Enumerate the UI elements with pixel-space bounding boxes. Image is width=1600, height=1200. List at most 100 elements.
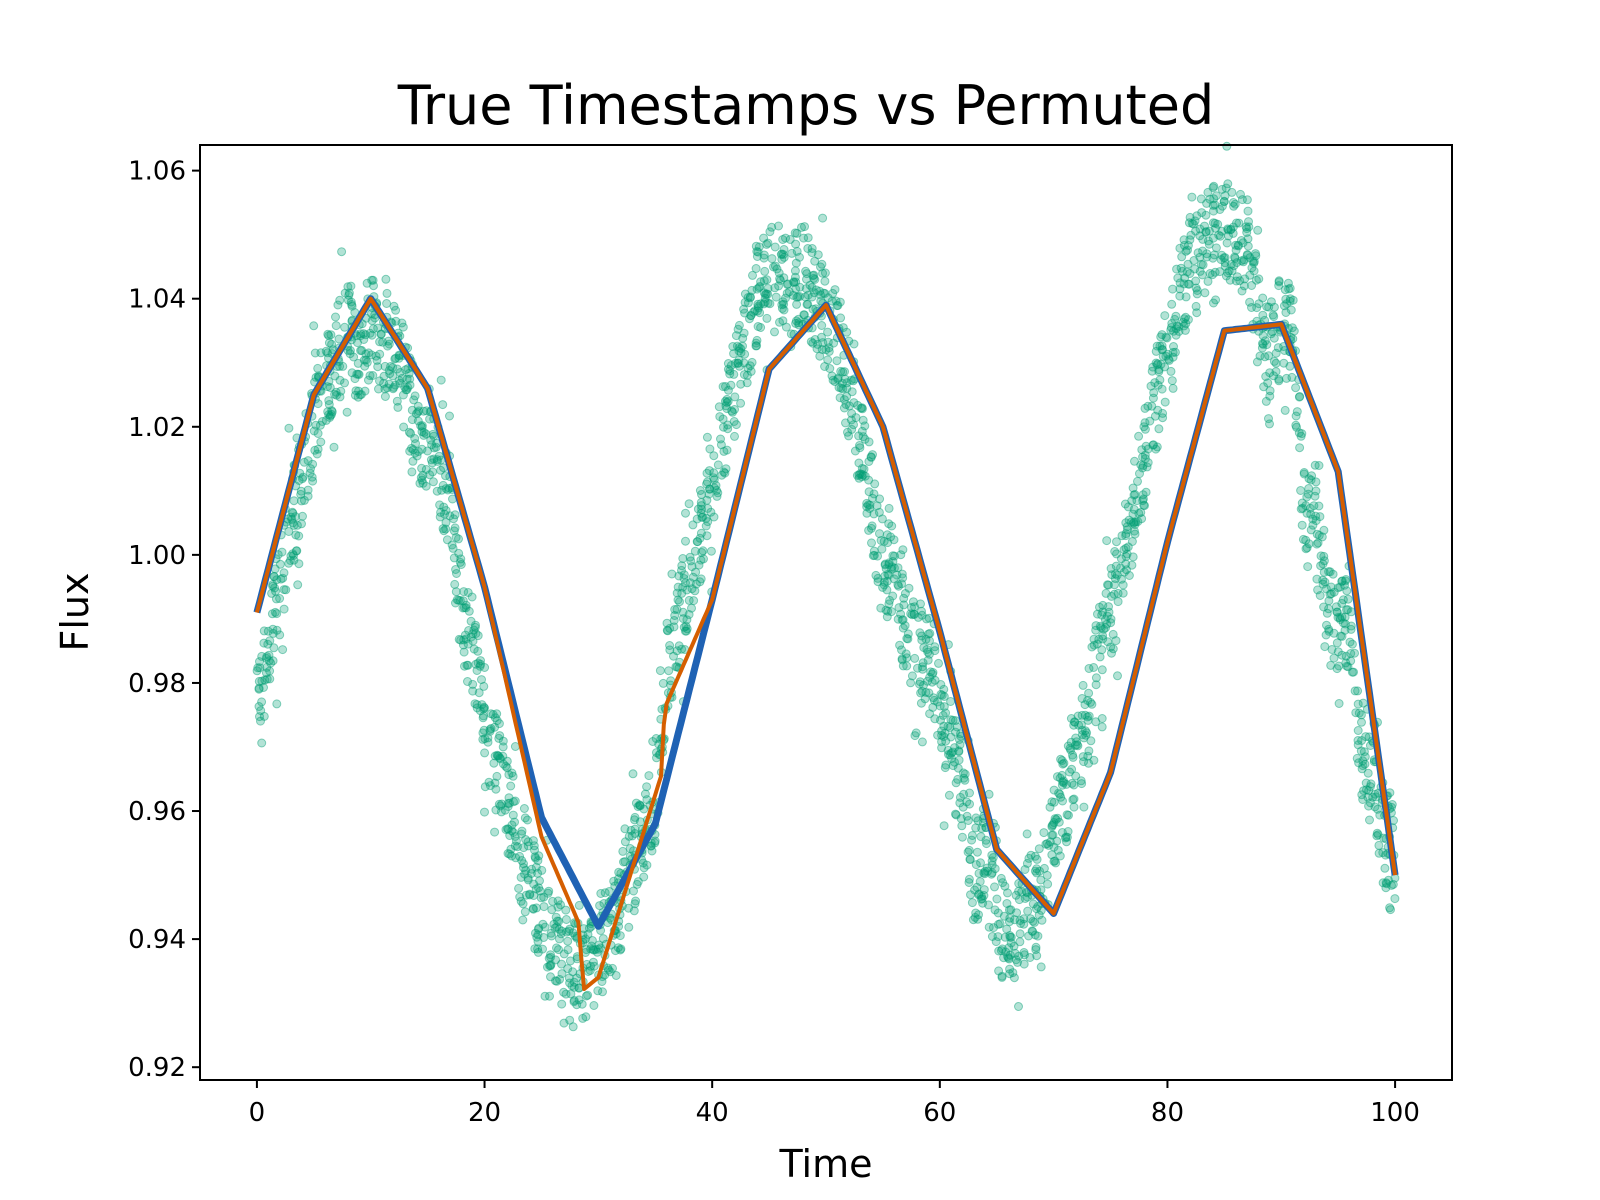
scatter-point [1308, 520, 1318, 530]
scatter-point [1031, 945, 1041, 955]
scatter-point [808, 304, 818, 314]
scatter-point [495, 731, 505, 741]
scatter-point [1319, 602, 1329, 612]
scatter-point [289, 550, 299, 560]
scatter-point [271, 594, 281, 604]
scatter-point [935, 701, 945, 711]
scatter-point [1122, 565, 1131, 575]
scatter-point [1373, 804, 1383, 814]
scatter-point [1313, 585, 1323, 595]
scatter-point [954, 755, 964, 765]
scatter-point [1022, 829, 1032, 839]
scatter-point [329, 442, 339, 452]
scatter-point [1242, 195, 1252, 205]
scatter-point [528, 836, 538, 846]
scatter-point [463, 639, 473, 649]
scatter-point [1337, 576, 1347, 586]
scatter-point [927, 677, 937, 687]
scatter-point [1226, 225, 1236, 235]
scatter-point [709, 512, 719, 522]
scatter-point [518, 899, 528, 909]
scatter-point [693, 504, 703, 514]
scatter-point [257, 738, 267, 748]
scatter-point [513, 842, 522, 852]
scatter-point [498, 759, 508, 769]
scatter-point [554, 945, 563, 955]
scatter-point [510, 742, 520, 751]
scatter-point [967, 835, 977, 845]
scatter-point [929, 695, 939, 705]
scatter-point [613, 943, 623, 953]
scatter-point [756, 277, 766, 287]
scatter-point [382, 288, 392, 298]
scatter-point [374, 384, 383, 394]
scatter-point [553, 902, 563, 912]
scatter-point [516, 896, 526, 906]
scatter-point [979, 885, 989, 895]
scatter-point [1103, 637, 1113, 647]
scatter-point [1297, 429, 1307, 439]
scatter-point [480, 663, 490, 672]
x-tick-label: 0 [249, 1098, 266, 1128]
scatter-point [838, 378, 847, 388]
scatter-point [762, 275, 772, 285]
scatter-point [1216, 255, 1226, 265]
scatter-point [916, 688, 926, 698]
scatter-point [1223, 179, 1233, 189]
scatter-point [702, 531, 712, 541]
scatter-point [1097, 610, 1107, 620]
scatter-point [507, 768, 517, 778]
scatter-point [1051, 815, 1061, 825]
scatter-point [411, 409, 421, 419]
scatter-point [1316, 561, 1326, 571]
scatter-point [1372, 828, 1382, 838]
scatter-point [255, 663, 265, 673]
scatter-point [1217, 201, 1227, 211]
scatter-point [729, 417, 739, 426]
scatter-point [720, 396, 730, 406]
scatter-point [1354, 758, 1364, 768]
scatter-point [751, 241, 761, 251]
scatter-point [1032, 951, 1042, 961]
scatter-point [983, 866, 993, 876]
scatter-point [789, 277, 799, 287]
scatter-point [562, 927, 572, 937]
scatter-point [951, 727, 960, 737]
scatter-point [682, 624, 692, 634]
scatter-point [754, 303, 763, 313]
scatter-point [316, 348, 326, 358]
scatter-point [779, 299, 789, 309]
scatter-point [1095, 652, 1105, 662]
scatter-point [353, 392, 363, 402]
scatter-point [1101, 623, 1110, 633]
scatter-point [640, 789, 650, 799]
scatter-point [1098, 607, 1108, 617]
scatter-point [642, 782, 652, 792]
scatter-point [794, 318, 804, 328]
scatter-point [371, 351, 381, 361]
scatter-point [957, 832, 967, 842]
scatter-point [962, 811, 972, 821]
scatter-point [563, 945, 573, 955]
scatter-point [344, 290, 354, 300]
scatter-point [1049, 818, 1059, 827]
scatter-point [278, 573, 288, 583]
scatter-point [1236, 236, 1246, 245]
scatter-point [408, 445, 418, 455]
scatter-point [503, 802, 513, 811]
scatter-point [858, 415, 868, 425]
scatter-point [325, 383, 335, 392]
scatter-point [729, 369, 739, 379]
scatter-point [1168, 352, 1178, 362]
scatter-point [1368, 792, 1378, 802]
scatter-point [1228, 198, 1238, 207]
scatter-point [360, 361, 370, 371]
scatter-point [569, 997, 579, 1007]
scatter-point [781, 322, 791, 332]
scatter-point [702, 432, 712, 442]
scatter-point [404, 427, 414, 437]
scatter-point [409, 395, 419, 405]
scatter-point [507, 851, 517, 861]
scatter-point [1005, 932, 1015, 942]
scatter-point [419, 428, 429, 437]
